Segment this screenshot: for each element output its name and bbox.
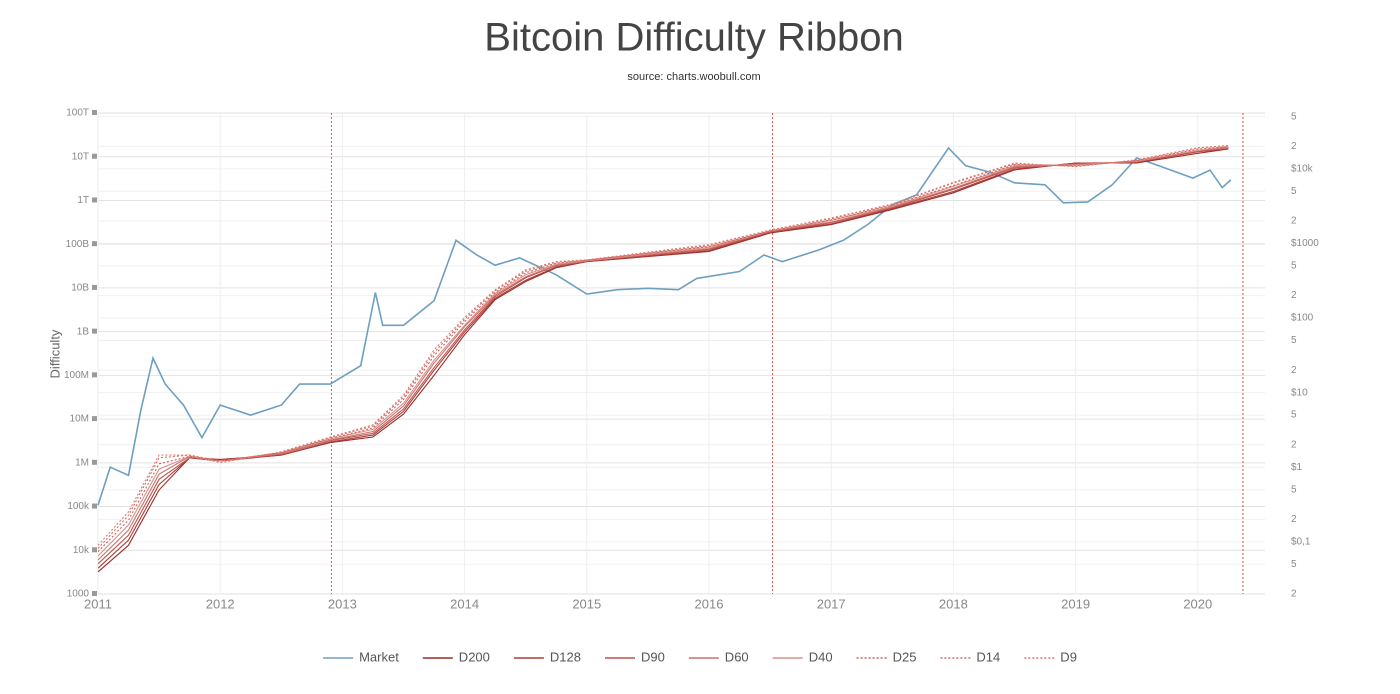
- series-line: [97, 145, 1229, 546]
- series-line: [97, 148, 1229, 569]
- y-tick-label: 1000: [67, 589, 90, 600]
- legend: Market D200 D128 D90 D60 D40 D25 D14 D9: [323, 649, 1077, 664]
- y2-tick-label: $1: [1291, 462, 1303, 473]
- legend-item: D128: [513, 649, 581, 664]
- y2-tick-label: 5: [1291, 111, 1297, 122]
- series-line: [97, 146, 1229, 553]
- y2-tick-label: $0,1: [1291, 536, 1311, 547]
- y2-tick-label: 5: [1291, 186, 1297, 197]
- y-tick-label: 10T: [72, 151, 89, 162]
- y2-tick-label: 2: [1291, 290, 1297, 301]
- series-line: [97, 147, 1229, 561]
- grid: 2 5 $0,1 2 5 $1 2 5 $10 2 5 $100 2 5 $1000 2 5 $10k 2 5 1000…: [64, 108, 1319, 612]
- y-tick-mark: [92, 197, 97, 203]
- legend-item: D25: [856, 649, 917, 664]
- y2-tick-label: 5: [1291, 484, 1297, 495]
- legend-label: D200: [459, 649, 490, 664]
- y-axis-label: Difficulty: [47, 329, 62, 378]
- y2-tick-label: 2: [1291, 141, 1297, 152]
- chart-subtitle: source: charts.woobull.com: [627, 71, 760, 83]
- y-tick-label: 10M: [70, 414, 89, 425]
- legend-label: D60: [725, 649, 749, 664]
- y2-tick-label: 2: [1291, 365, 1297, 376]
- y2-tick-label: 5: [1291, 559, 1297, 570]
- chart-title: Bitcoin Difficulty Ribbon: [484, 16, 903, 60]
- x-tick-label: 2018: [939, 596, 968, 611]
- y2-tick-label: $100: [1291, 313, 1314, 324]
- y2-tick-label: 5: [1291, 261, 1297, 272]
- x-tick-label: 2014: [450, 596, 479, 611]
- y-tick-label: 1T: [77, 195, 89, 206]
- y2-tick-label: 5: [1291, 410, 1297, 421]
- y2-tick-label: 5: [1291, 335, 1297, 346]
- series-line: [97, 148, 1229, 573]
- y-tick-label: 1M: [75, 457, 89, 468]
- legend-item: Market: [323, 649, 399, 664]
- legend-label: D128: [550, 649, 581, 664]
- y2-tick-label: 2: [1291, 216, 1297, 227]
- y2-tick-label: $10: [1291, 387, 1308, 398]
- y-tick-mark: [92, 591, 97, 596]
- legend-label: D90: [641, 649, 665, 664]
- y-tick-label: 100k: [67, 501, 90, 512]
- legend-label: D40: [809, 649, 833, 664]
- x-tick-label: 2013: [328, 596, 357, 611]
- x-tick-label: 2016: [695, 596, 724, 611]
- y-tick-mark: [92, 284, 97, 290]
- y-tick-label: 100T: [66, 108, 89, 119]
- y2-tick-label: 2: [1291, 514, 1297, 525]
- legend-label: D14: [976, 649, 1000, 664]
- y-tick-mark: [92, 110, 97, 115]
- y-tick-label: 100B: [66, 239, 90, 250]
- legend-item: D200: [422, 649, 490, 664]
- y-tick-label: 10k: [73, 545, 90, 556]
- series-line: [97, 145, 1229, 549]
- legend-item: D9: [1024, 649, 1077, 664]
- plot-area: [97, 145, 1232, 573]
- x-tick-label: 2020: [1183, 596, 1212, 611]
- y-tick-mark: [92, 547, 97, 553]
- x-tick-label: 2012: [206, 596, 235, 611]
- y-tick-mark: [92, 328, 97, 334]
- y2-tick-label: 2: [1291, 589, 1297, 600]
- y-tick-label: 10B: [71, 283, 89, 294]
- y-tick-label: 1B: [77, 326, 90, 337]
- y-tick-mark: [92, 153, 97, 159]
- x-tick-label: 2011: [84, 596, 112, 611]
- y-tick-mark: [92, 372, 97, 378]
- x-tick-label: 2015: [572, 596, 601, 611]
- x-tick-label: 2017: [817, 596, 846, 611]
- legend-item: D90: [605, 649, 665, 664]
- y-tick-label: 100M: [64, 370, 89, 381]
- series-line: [97, 146, 1229, 557]
- legend-label: D25: [893, 649, 917, 664]
- legend-item: D60: [688, 649, 749, 664]
- series-line: [97, 147, 1229, 565]
- legend-item: D40: [772, 649, 833, 664]
- y-tick-mark: [92, 459, 97, 465]
- legend-label: Market: [359, 649, 399, 664]
- y2-tick-label: $1000: [1291, 238, 1319, 249]
- legend-item: D14: [940, 649, 1000, 664]
- y2-tick-label: 2: [1291, 439, 1297, 450]
- x-tick-label: 2019: [1061, 596, 1090, 611]
- y-tick-mark: [92, 241, 97, 247]
- series-line: [97, 146, 1232, 506]
- legend-label: D9: [1060, 649, 1077, 664]
- y-tick-mark: [92, 416, 97, 422]
- y2-tick-label: $10k: [1291, 163, 1314, 174]
- y-tick-mark: [92, 503, 97, 509]
